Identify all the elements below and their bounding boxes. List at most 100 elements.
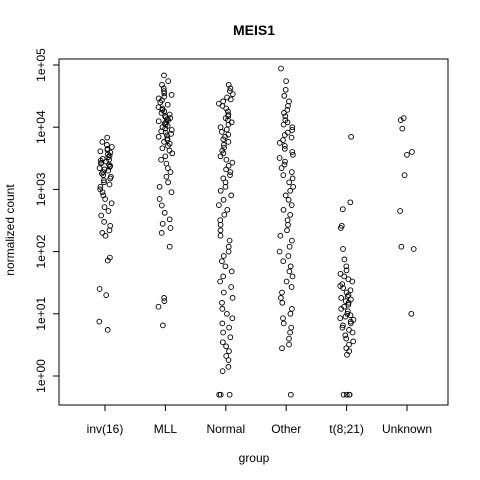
data-point bbox=[223, 156, 230, 163]
data-point bbox=[399, 125, 406, 132]
x-tick-label: inv(16) bbox=[87, 422, 124, 436]
data-point bbox=[282, 158, 288, 165]
data-point bbox=[283, 78, 289, 84]
data-point bbox=[96, 165, 103, 171]
data-point bbox=[216, 100, 222, 107]
data-point bbox=[169, 150, 176, 157]
data-point bbox=[279, 299, 286, 306]
data-point bbox=[220, 142, 227, 148]
y-axis: 1e+00 1e+01 1e+02 1e+03 1e+04 1e+05 bbox=[34, 48, 59, 393]
data-point bbox=[217, 124, 224, 131]
data-point bbox=[337, 225, 344, 231]
data-point bbox=[217, 153, 224, 160]
data-point bbox=[161, 139, 167, 145]
data-point bbox=[97, 148, 104, 155]
data-point bbox=[288, 169, 295, 175]
data-point bbox=[163, 119, 170, 126]
data-point bbox=[349, 329, 356, 336]
data-point bbox=[219, 147, 226, 154]
data-point bbox=[287, 211, 294, 218]
data-point bbox=[162, 113, 168, 120]
data-point bbox=[285, 221, 291, 228]
data-point bbox=[228, 268, 235, 275]
data-point bbox=[106, 227, 113, 234]
data-point bbox=[227, 85, 234, 92]
data-point bbox=[281, 110, 287, 116]
data-point bbox=[158, 110, 165, 116]
data-point bbox=[288, 202, 295, 208]
x-axis: inv(16) MLL Normal Other t(8;21) Unknown bbox=[87, 405, 432, 436]
data-point bbox=[219, 320, 226, 327]
data-point bbox=[289, 149, 296, 155]
data-point bbox=[343, 263, 350, 270]
data-point bbox=[282, 192, 289, 199]
data-point bbox=[345, 292, 352, 298]
data-point bbox=[157, 99, 164, 106]
data-point bbox=[221, 211, 228, 218]
data-point bbox=[217, 221, 224, 228]
data-point bbox=[156, 196, 163, 202]
data-point bbox=[105, 154, 112, 160]
data-point bbox=[397, 208, 403, 214]
data-point bbox=[96, 286, 103, 292]
data-point bbox=[347, 312, 354, 319]
data-point bbox=[98, 212, 105, 219]
data-point bbox=[289, 175, 296, 182]
data-point bbox=[222, 183, 229, 190]
data-point bbox=[155, 133, 162, 140]
data-point bbox=[219, 299, 225, 306]
data-point bbox=[161, 93, 168, 100]
data-point bbox=[342, 298, 349, 304]
data-point bbox=[284, 107, 291, 113]
chart-title: MEIS1 bbox=[233, 22, 275, 38]
data-point bbox=[97, 183, 104, 190]
data-point bbox=[225, 121, 232, 128]
data-point bbox=[217, 227, 224, 234]
y-tick-label: 1e+03 bbox=[34, 172, 48, 206]
x-tick-label: MLL bbox=[154, 422, 178, 436]
data-point bbox=[339, 206, 346, 213]
data-point bbox=[290, 151, 296, 158]
data-point bbox=[227, 169, 234, 175]
data-point bbox=[223, 353, 230, 359]
data-point bbox=[289, 273, 296, 280]
data-point bbox=[162, 153, 169, 160]
data-point bbox=[280, 172, 287, 178]
y-tick-label: 1e+02 bbox=[34, 234, 48, 268]
data-point bbox=[158, 230, 165, 236]
data-point bbox=[278, 295, 284, 301]
data-point bbox=[287, 329, 293, 336]
data-point bbox=[168, 127, 175, 133]
data-point bbox=[225, 364, 232, 370]
data-point bbox=[341, 256, 348, 263]
data-point bbox=[158, 202, 165, 209]
data-point bbox=[286, 268, 293, 275]
data-point bbox=[347, 199, 354, 206]
data-point bbox=[219, 258, 225, 265]
data-point bbox=[281, 145, 288, 152]
data-point bbox=[288, 324, 295, 331]
data-point bbox=[164, 101, 171, 108]
data-point bbox=[289, 237, 295, 244]
data-point bbox=[166, 243, 173, 250]
y-tick-label: 1e+05 bbox=[34, 48, 48, 82]
data-point bbox=[217, 278, 223, 285]
data-point bbox=[339, 324, 346, 331]
data-point bbox=[286, 179, 293, 186]
data-point bbox=[160, 322, 166, 329]
data-point bbox=[164, 116, 170, 122]
data-point bbox=[276, 155, 283, 161]
data-point bbox=[282, 86, 289, 93]
x-axis-label: group bbox=[239, 451, 270, 465]
data-point bbox=[341, 273, 348, 280]
data-point bbox=[344, 310, 351, 317]
data-point bbox=[161, 298, 168, 304]
data-point bbox=[348, 133, 354, 140]
data-point bbox=[278, 65, 284, 72]
data-point bbox=[280, 137, 286, 143]
data-point bbox=[104, 134, 111, 141]
data-point bbox=[288, 134, 295, 141]
data-point bbox=[96, 318, 103, 325]
data-point bbox=[338, 306, 345, 312]
data-point bbox=[280, 121, 287, 128]
